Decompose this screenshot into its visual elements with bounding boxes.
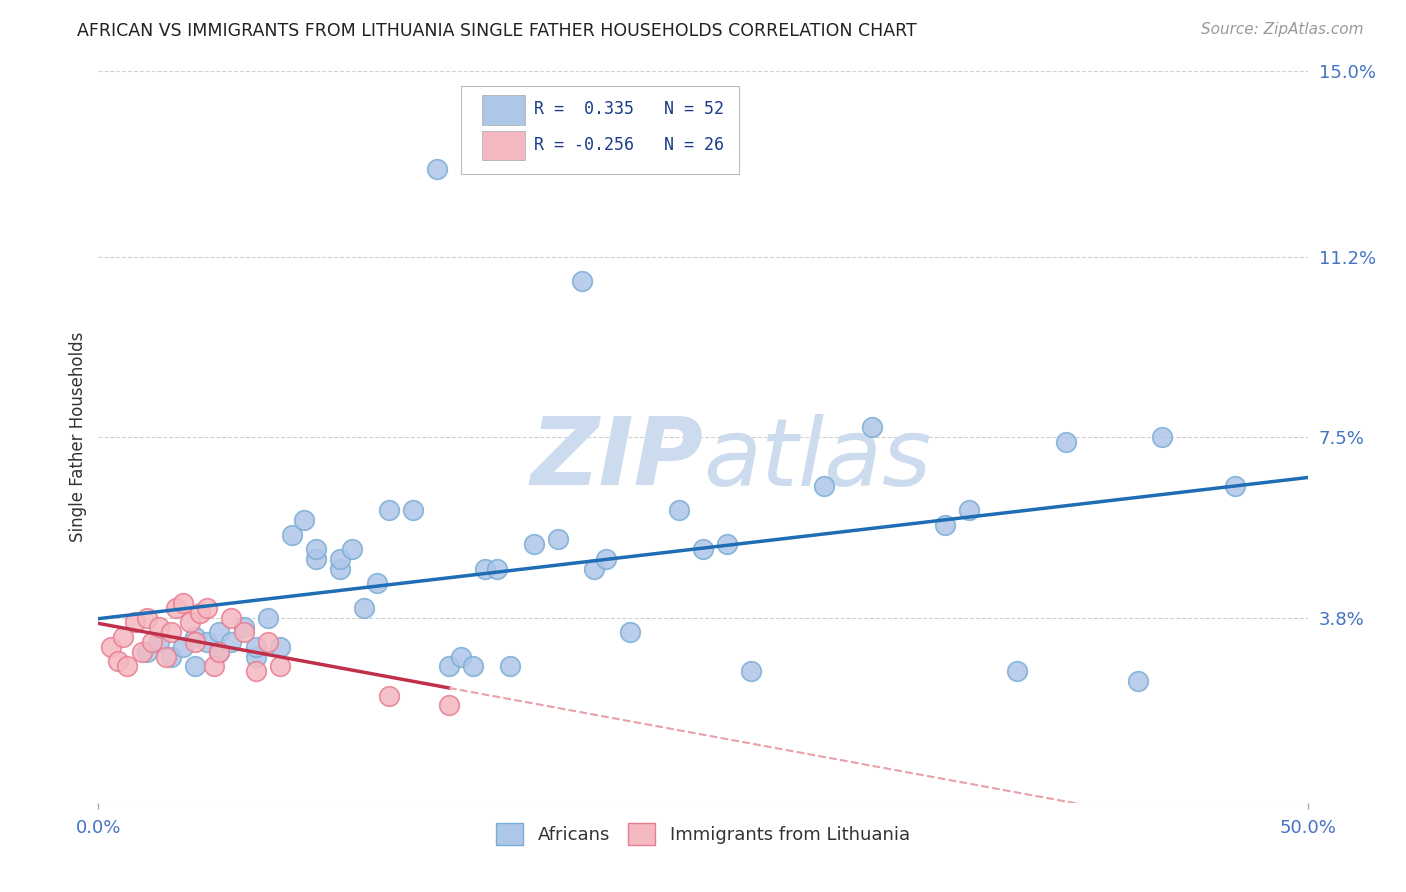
Point (208, 625, 231, 640)
Point (100, 640, 122, 654)
Point (184, 630, 207, 644)
Point (716, 537, 738, 551)
Point (172, 640, 194, 654)
FancyBboxPatch shape (482, 95, 526, 125)
Point (135, 610, 157, 624)
Point (292, 513, 315, 527)
Point (245, 640, 267, 654)
Point (692, 542, 714, 557)
Point (342, 542, 364, 557)
Point (188, 606, 211, 620)
Point (269, 659, 291, 673)
Point (329, 562, 352, 576)
Point (740, 664, 762, 678)
Point (245, 664, 267, 678)
Point (208, 645, 231, 659)
Point (208, 645, 231, 659)
Point (148, 635, 170, 649)
Text: atlas: atlas (703, 414, 931, 505)
Point (131, 645, 153, 659)
Point (377, 689, 399, 703)
Point (377, 503, 399, 517)
Point (111, 630, 134, 644)
Text: R =  0.335   N = 52: R = 0.335 N = 52 (534, 101, 724, 119)
Point (124, 615, 146, 630)
Point (305, 552, 328, 566)
Point (583, 562, 606, 576)
Point (245, 649, 267, 664)
Point (860, 420, 883, 434)
Point (1007, 664, 1029, 678)
Point (437, 659, 460, 673)
Point (402, 503, 425, 517)
Point (135, 645, 157, 659)
Point (221, 610, 243, 624)
Point (232, 625, 254, 640)
Point (184, 635, 207, 649)
Point (595, 552, 617, 566)
Point (934, 517, 956, 532)
Point (1152, 430, 1174, 444)
Point (172, 596, 194, 610)
Point (165, 600, 187, 615)
Point (426, 161, 449, 176)
Point (204, 659, 226, 673)
Point (155, 649, 177, 664)
Point (437, 698, 460, 713)
Point (486, 562, 509, 576)
Point (474, 562, 496, 576)
Point (281, 527, 304, 541)
Point (160, 625, 183, 640)
Point (957, 503, 980, 517)
Legend: Africans, Immigrants from Lithuania: Africans, Immigrants from Lithuania (489, 816, 917, 852)
Point (463, 659, 485, 673)
Point (353, 600, 375, 615)
Point (232, 620, 254, 634)
Point (195, 635, 218, 649)
Text: ZIP: ZIP (530, 413, 703, 505)
Point (571, 274, 593, 288)
Y-axis label: Single Father Households: Single Father Households (69, 332, 87, 542)
Point (450, 649, 472, 664)
Point (256, 635, 278, 649)
Point (184, 659, 207, 673)
Point (366, 576, 388, 591)
FancyBboxPatch shape (461, 86, 740, 174)
Point (107, 654, 129, 668)
Point (256, 610, 278, 624)
Point (498, 659, 520, 673)
Text: R = -0.256   N = 26: R = -0.256 N = 26 (534, 136, 724, 153)
Point (1128, 673, 1150, 688)
Point (547, 533, 569, 547)
Point (1054, 434, 1077, 449)
Point (148, 620, 170, 634)
Point (141, 635, 163, 649)
Point (668, 503, 690, 517)
Point (221, 635, 243, 649)
Point (523, 537, 546, 551)
Point (329, 552, 352, 566)
Point (195, 600, 218, 615)
Point (305, 542, 328, 557)
Point (619, 625, 641, 640)
Point (813, 479, 835, 493)
Point (269, 640, 291, 654)
Point (160, 649, 183, 664)
Point (1223, 479, 1246, 493)
Point (179, 615, 201, 630)
Point (117, 659, 139, 673)
FancyBboxPatch shape (482, 130, 526, 160)
Text: AFRICAN VS IMMIGRANTS FROM LITHUANIA SINGLE FATHER HOUSEHOLDS CORRELATION CHART: AFRICAN VS IMMIGRANTS FROM LITHUANIA SIN… (77, 22, 917, 40)
Text: Source: ZipAtlas.com: Source: ZipAtlas.com (1201, 22, 1364, 37)
